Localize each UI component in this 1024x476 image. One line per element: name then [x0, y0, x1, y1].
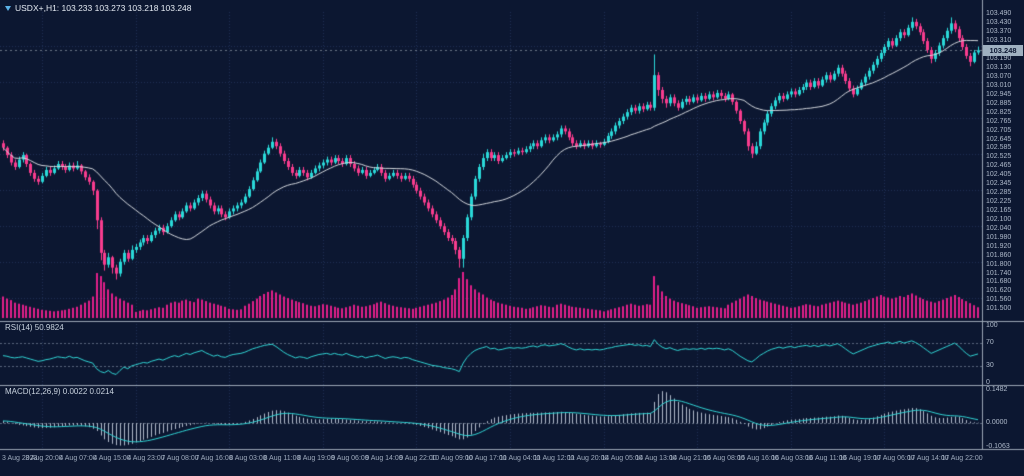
price-axis-label: 102.165 — [986, 206, 1012, 214]
symbol-dropdown-icon[interactable] — [5, 6, 11, 11]
rsi-indicator-label: RSI(14) 50.9824 — [5, 323, 64, 332]
rsi-axis-label: 70 — [986, 339, 994, 347]
time-axis-label: 8 Aug 11:00 — [263, 455, 301, 462]
price-axis-label: 102.885 — [986, 100, 1012, 108]
price-axis-label: 101.680 — [986, 278, 1012, 286]
time-axis-label: 4 Aug 23:00 — [127, 455, 165, 462]
time-axis-label: 8 Aug 03:00 — [229, 455, 267, 462]
time-axis-label: 11 Aug 20:00 — [567, 455, 609, 462]
time-axis-label: 3 Aug 2023 — [2, 455, 38, 462]
time-axis-label: 14 Aug 13:00 — [635, 455, 677, 462]
price-axis-label: 101.980 — [986, 234, 1012, 242]
price-axis-label: 101.620 — [986, 287, 1012, 295]
macd-axis-label: -0.1063 — [986, 443, 1010, 450]
time-axis-label: 4 Aug 15:00 — [93, 455, 131, 462]
time-axis-label: 17 Aug 22:00 — [941, 455, 983, 462]
price-axis-label: 103.370 — [986, 28, 1012, 36]
price-axis-label: 102.945 — [986, 91, 1012, 99]
current-price-badge: 103.248 — [983, 44, 1023, 56]
time-axis-label: 16 Aug 03:00 — [771, 455, 813, 462]
price-axis-label: 101.500 — [986, 305, 1012, 313]
price-axis-label: 102.645 — [986, 135, 1012, 143]
price-axis-label: 102.100 — [986, 216, 1012, 224]
price-axis-label: 102.345 — [986, 179, 1012, 187]
chart-title-bar: USDX+,H1: 103.233 103.273 103.218 103.24… — [5, 3, 192, 13]
rsi-axis-label: 0 — [986, 379, 990, 386]
price-axis-label: 101.920 — [986, 242, 1012, 250]
time-axis-label: 17 Aug 06:00 — [873, 455, 915, 462]
time-axis-label: 9 Aug 22:00 — [399, 455, 437, 462]
time-axis-label: 7 Aug 16:00 — [195, 455, 233, 462]
time-axis-label: 11 Aug 12:00 — [533, 455, 575, 462]
macd-axis-label: 0.0000 — [986, 419, 1008, 427]
time-axis-label: 17 Aug 14:00 — [907, 455, 949, 462]
time-axis-label: 16 Aug 19:00 — [839, 455, 881, 462]
time-axis-label: 9 Aug 14:00 — [365, 455, 403, 462]
price-axis-label: 102.405 — [986, 171, 1012, 179]
price-axis-label: 102.225 — [986, 197, 1012, 205]
time-axis-label: 11 Aug 04:00 — [499, 455, 541, 462]
price-axis-label: 103.430 — [986, 19, 1012, 27]
time-axis-label: 4 Aug 07:00 — [59, 455, 97, 462]
time-axis-label: 9 Aug 06:00 — [331, 455, 369, 462]
rsi-axis-label: 100 — [986, 322, 998, 329]
price-axis-label: 102.285 — [986, 188, 1012, 196]
price-axis-label: 103.490 — [986, 10, 1012, 18]
price-axis-label: 102.040 — [986, 225, 1012, 233]
price-axis-label: 103.130 — [986, 63, 1012, 71]
price-axis-label: 101.560 — [986, 296, 1012, 304]
time-axis-label: 15 Aug 08:00 — [703, 455, 745, 462]
time-axis-label: 15 Aug 16:00 — [737, 455, 779, 462]
price-axis-label: 102.585 — [986, 144, 1012, 152]
price-axis-label: 102.765 — [986, 117, 1012, 125]
price-axis[interactable]: 103.490103.430103.370103.310103.250103.1… — [983, 0, 1024, 450]
macd-axis-label: 0.1482 — [986, 386, 1008, 393]
time-axis-label: 10 Aug 09:00 — [431, 455, 473, 462]
price-axis-label: 101.860 — [986, 251, 1012, 259]
time-axis-label: 14 Aug 21:00 — [669, 455, 711, 462]
time-axis-label: 8 Aug 19:00 — [297, 455, 335, 462]
chart-title: USDX+,H1: 103.233 103.273 103.218 103.24… — [15, 3, 192, 13]
price-axis-label: 101.740 — [986, 269, 1012, 277]
price-axis-label: 103.190 — [986, 54, 1012, 62]
price-axis-label: 102.705 — [986, 126, 1012, 134]
price-axis-label: 102.525 — [986, 153, 1012, 161]
macd-indicator-label: MACD(12,26,9) 0.0022 0.0214 — [5, 387, 114, 396]
price-axis-label: 102.465 — [986, 162, 1012, 170]
price-axis-label: 101.800 — [986, 260, 1012, 268]
price-axis-label: 102.825 — [986, 108, 1012, 116]
price-axis-label: 103.310 — [986, 37, 1012, 45]
time-axis-label: 7 Aug 08:00 — [161, 455, 199, 462]
time-axis[interactable]: 3 Aug 2023 3 Aug 20:00 4 Aug 07:00 4 Aug 15… — [0, 451, 1024, 476]
price-axis-label: 103.070 — [986, 72, 1012, 80]
time-axis-label: 10 Aug 17:00 — [465, 455, 507, 462]
price-axis-label: 103.010 — [986, 81, 1012, 89]
time-axis-label: 3 Aug 20:00 — [25, 455, 63, 462]
time-axis-label: 14 Aug 05:00 — [601, 455, 643, 462]
rsi-axis-label: 30 — [986, 361, 994, 369]
time-axis-label: 16 Aug 11:00 — [805, 455, 847, 462]
